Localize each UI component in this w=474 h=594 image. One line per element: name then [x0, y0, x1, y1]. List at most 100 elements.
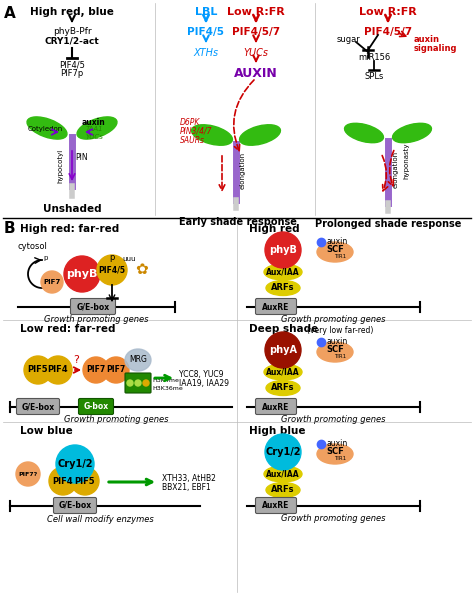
Text: High red: High red — [249, 224, 300, 234]
Ellipse shape — [191, 125, 232, 146]
Text: B: B — [4, 221, 16, 236]
Circle shape — [44, 356, 72, 384]
Text: PIF7p: PIF7p — [60, 69, 83, 78]
Text: (very low far-red): (very low far-red) — [307, 326, 374, 335]
Text: G/E-box: G/E-box — [21, 402, 55, 411]
Text: ?: ? — [73, 355, 79, 365]
Text: High red: far-red: High red: far-red — [20, 224, 119, 234]
Text: YUCs: YUCs — [86, 134, 104, 140]
Text: Deep shade: Deep shade — [249, 324, 318, 334]
Text: PIF7: PIF7 — [44, 279, 61, 285]
Circle shape — [265, 434, 301, 470]
Text: auxin: auxin — [327, 337, 348, 346]
Text: PIF4/5: PIF4/5 — [188, 27, 225, 37]
Text: Growth promoting genes: Growth promoting genes — [64, 415, 168, 424]
Ellipse shape — [317, 342, 353, 362]
Text: elongation: elongation — [393, 150, 399, 188]
Text: TIR1: TIR1 — [334, 254, 346, 260]
Circle shape — [16, 462, 40, 486]
Text: Low R:FR: Low R:FR — [359, 7, 417, 17]
Text: Low red: far-red: Low red: far-red — [20, 324, 116, 334]
Text: PIF4: PIF4 — [53, 476, 73, 485]
Text: PIN3/4/7: PIN3/4/7 — [180, 127, 212, 136]
Circle shape — [135, 380, 141, 386]
Text: TIR1: TIR1 — [334, 457, 346, 462]
Text: auxin: auxin — [327, 238, 348, 247]
Circle shape — [127, 380, 133, 386]
FancyBboxPatch shape — [125, 373, 151, 393]
Text: LBL: LBL — [195, 7, 217, 17]
Ellipse shape — [264, 466, 302, 482]
Text: AuxRE: AuxRE — [262, 302, 290, 311]
FancyBboxPatch shape — [54, 498, 97, 513]
Text: AUXIN: AUXIN — [234, 67, 278, 80]
FancyBboxPatch shape — [255, 399, 297, 415]
Ellipse shape — [266, 482, 300, 498]
Text: AuxRE: AuxRE — [262, 403, 290, 412]
Ellipse shape — [317, 242, 353, 262]
Text: TIR1: TIR1 — [334, 355, 346, 359]
Text: SCF: SCF — [326, 245, 344, 254]
FancyBboxPatch shape — [255, 498, 297, 513]
Text: Low R:FR: Low R:FR — [227, 7, 285, 17]
Text: MRG: MRG — [129, 355, 147, 365]
Text: G/E-box: G/E-box — [76, 302, 109, 311]
Text: Aux/IAA: Aux/IAA — [266, 469, 300, 479]
Text: Cell wall modify enzymes: Cell wall modify enzymes — [46, 515, 154, 524]
Text: phyA: phyA — [269, 345, 297, 355]
Circle shape — [24, 356, 52, 384]
Text: High blue: High blue — [249, 426, 306, 436]
Text: AuxRE: AuxRE — [262, 501, 290, 510]
Text: Cry1/2: Cry1/2 — [265, 447, 301, 457]
Text: XTHs: XTHs — [193, 48, 219, 58]
Text: Prolonged shade response: Prolonged shade response — [315, 219, 461, 229]
Text: ✿: ✿ — [136, 263, 148, 277]
Text: G-box: G-box — [83, 402, 109, 411]
Text: hypocotyl: hypocotyl — [57, 149, 63, 183]
FancyBboxPatch shape — [17, 399, 60, 415]
Text: Growth promoting genes: Growth promoting genes — [44, 315, 149, 324]
Text: Low blue: Low blue — [20, 426, 73, 436]
Text: PIF4/5/7: PIF4/5/7 — [364, 27, 412, 37]
Text: PIF7: PIF7 — [106, 365, 126, 374]
Text: BBX21, EBF1: BBX21, EBF1 — [162, 483, 211, 492]
Text: IAA19, IAA29: IAA19, IAA29 — [179, 379, 229, 388]
Circle shape — [71, 467, 99, 495]
Text: p: p — [44, 255, 48, 261]
Text: A: A — [4, 6, 16, 21]
Circle shape — [103, 357, 129, 383]
Text: PIF4: PIF4 — [48, 365, 68, 374]
Text: phyB: phyB — [269, 245, 297, 255]
Text: cytosol: cytosol — [18, 242, 48, 251]
FancyBboxPatch shape — [71, 299, 116, 314]
Ellipse shape — [345, 124, 383, 143]
Ellipse shape — [125, 349, 151, 371]
Circle shape — [265, 332, 301, 368]
Text: signaling: signaling — [414, 44, 457, 53]
Text: miR156: miR156 — [358, 53, 390, 62]
Text: H3K36me: H3K36me — [152, 386, 183, 391]
Text: PIF5: PIF5 — [27, 365, 48, 374]
Circle shape — [56, 445, 94, 483]
Text: XTH33, AtHB2: XTH33, AtHB2 — [162, 474, 216, 483]
Circle shape — [64, 256, 100, 292]
Text: Aux/IAA: Aux/IAA — [266, 368, 300, 377]
Ellipse shape — [239, 125, 281, 146]
Ellipse shape — [392, 124, 431, 143]
Text: Growth promoting genes: Growth promoting genes — [281, 415, 386, 424]
Text: Cotyledon: Cotyledon — [27, 126, 63, 132]
Circle shape — [49, 467, 77, 495]
Text: auxin: auxin — [327, 440, 348, 448]
Text: Early shade response: Early shade response — [179, 217, 297, 227]
Text: phyB: phyB — [66, 269, 98, 279]
Circle shape — [41, 271, 63, 293]
Text: ARFs: ARFs — [271, 384, 295, 393]
Text: elongation: elongation — [240, 151, 246, 188]
Text: ARFs: ARFs — [271, 485, 295, 494]
Text: hyponasty: hyponasty — [403, 143, 409, 179]
Text: PIF5: PIF5 — [75, 476, 95, 485]
Ellipse shape — [266, 280, 300, 295]
Text: TAA1: TAA1 — [86, 126, 104, 132]
Ellipse shape — [264, 264, 302, 280]
Text: SPLs: SPLs — [365, 72, 383, 81]
